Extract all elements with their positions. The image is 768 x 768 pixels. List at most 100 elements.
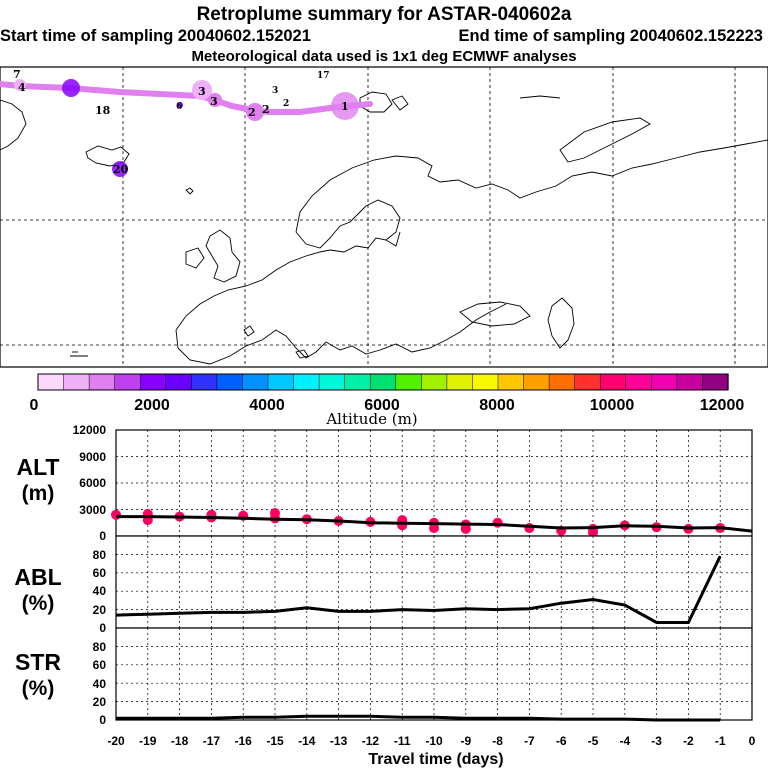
x-tick-label: -4 [619,734,630,748]
abl-ytick-label: 80 [93,548,107,562]
colorbar-cell [421,373,448,391]
alt-gridlines [116,430,752,536]
colorbar-cell [599,373,627,391]
alt-scatter-point [270,508,280,519]
alt-ylabel-line1: ALT [16,454,59,480]
map-frame [0,66,768,368]
alt-scatter-point [492,517,503,528]
colorbar-cell [216,373,244,391]
day-label: 4 [18,81,26,94]
colorbar-tick-label: 8000 [479,397,515,414]
colorbar-cell [63,373,90,391]
alt-scatter-point [588,527,598,538]
alt-panel: ALT (m) 12000 9000 6000 3000 0 [16,423,753,543]
colorbar-cell [88,373,116,391]
x-tick-label: -12 [362,734,380,748]
alt-ylabel-line2: (m) [22,482,55,505]
day-label: 17 [317,71,330,81]
day-label: 18 [95,104,111,117]
x-tick-label: 0 [749,734,756,748]
trajectory-point [177,102,183,108]
colorbar-cell [139,373,167,391]
x-tick-label: -7 [524,734,535,748]
alt-ytick-label: 9000 [79,450,106,464]
trajectory-point [112,161,128,177]
x-tick-label: -14 [298,734,316,748]
x-tick-label: -6 [556,734,567,748]
x-tick-label: -5 [588,734,599,748]
alt-ytick-label: 0 [99,529,106,543]
abl-panel: ABL (%) 80 60 40 20 0 [14,535,753,635]
colorbar-cell [574,373,601,391]
trajectory-point [62,79,80,97]
alt-scatter-point [460,523,471,534]
str-ytick-label: 0 [99,713,106,727]
abl-line [115,555,722,624]
colorbar-tick-label: 4000 [249,397,285,414]
abl-ytick-label: 40 [93,584,107,598]
str-line [116,714,721,722]
str-ytick-labels: 80 60 40 20 0 [93,640,107,727]
colorbar-cells [37,373,729,391]
colorbar-cell [37,373,65,391]
coastlines [0,91,768,365]
x-tick-label: -15 [266,734,284,748]
abl-ytick-label: 20 [93,603,107,617]
alt-scatter-point [111,509,121,520]
colorbar-tick-label: 6000 [364,397,400,414]
x-tick-label: -17 [203,734,221,748]
colorbar-label: Altitude (m) [325,410,417,428]
alt-ytick-label: 3000 [79,503,106,517]
x-tick-label: -9 [460,734,471,748]
colorbar-cell [369,373,397,391]
colorbar-cell [191,373,218,391]
colorbar-tick-label: 0 [30,397,39,414]
colorbar-cell [702,373,729,391]
colorbar-cell [344,373,371,391]
str-ylabel-line2: (%) [22,677,55,700]
colorbar-cell [267,373,295,391]
abl-ytick-label: 60 [93,566,107,580]
colorbar-cell [472,373,499,391]
colorbar-cell [242,373,269,391]
chart-title: Retroplume summary for ASTAR-040602a [197,4,572,25]
x-tick-label: -18 [171,734,189,748]
colorbar-cell [676,373,704,391]
colorbar-cell [625,373,652,391]
x-axis-label: Travel time (days) [368,751,503,768]
day-label: 7 [13,68,21,81]
trajectory-point [331,92,359,120]
colorbar-tick-label: 12000 [700,397,745,414]
day-label: 2 [283,99,289,109]
abl-ytick-label: 0 [99,621,106,635]
trajectory-path [0,79,373,177]
trajectory-point [14,79,26,91]
met-data-label: Meteorological data used is 1x1 deg ECMW… [191,48,576,65]
day-label: 2 [262,103,270,116]
colorbar-tick-label: 10000 [590,397,635,414]
alt-scatter-point [524,523,535,534]
x-tick-label: -16 [235,734,253,748]
x-tick-label: -10 [425,734,443,748]
colorbar-cell [651,373,678,391]
colorbar-frame [37,373,729,391]
str-ytick-label: 60 [93,658,107,672]
abl-ytick-labels: 80 60 40 20 0 [93,548,107,635]
str-ytick-label: 80 [93,640,107,654]
trajectory-point [192,80,212,100]
x-tick-label: -8 [492,734,503,748]
str-ytick-label: 40 [93,677,107,691]
abl-ylabel-line2: (%) [22,592,55,615]
day-label: 3 [210,95,218,108]
x-tick-label: -3 [651,734,662,748]
colorbar-cell [293,373,320,391]
str-ylabel-line1: STR [15,649,61,675]
day-label: 6 [176,102,182,112]
colorbar-cell [523,373,550,391]
map-gridlines [0,67,768,367]
colorbar-tick-label: 2000 [134,397,170,414]
colorbar-cell [318,373,346,391]
colorbar-cell [395,373,422,391]
str-panel: STR (%) 80 60 40 20 0 [15,627,753,727]
